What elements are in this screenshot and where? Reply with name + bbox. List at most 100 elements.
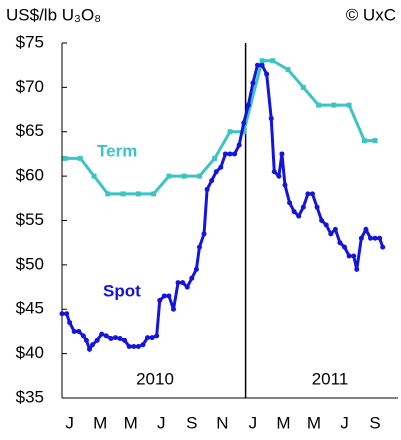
point — [184, 284, 190, 290]
point — [316, 102, 322, 108]
point — [117, 336, 123, 342]
point — [149, 335, 155, 341]
point — [59, 311, 65, 317]
point — [291, 209, 297, 215]
point — [282, 182, 288, 188]
point — [361, 138, 367, 144]
point — [170, 306, 176, 312]
point — [218, 164, 224, 170]
point — [331, 102, 337, 108]
point — [380, 244, 386, 250]
x-tick-label: M — [124, 413, 138, 432]
point — [309, 191, 315, 197]
source: © UxC — [346, 5, 396, 24]
point — [276, 173, 282, 179]
point — [77, 155, 83, 161]
point — [285, 67, 291, 73]
point — [161, 293, 167, 299]
x-tick-label: J — [340, 413, 349, 432]
point — [342, 244, 348, 250]
point — [166, 293, 172, 299]
point — [196, 244, 202, 250]
series-line — [65, 59, 376, 196]
point — [189, 275, 195, 281]
x-tick-label: N — [216, 413, 228, 432]
point — [346, 253, 352, 259]
point — [120, 191, 126, 197]
point — [196, 173, 202, 179]
point — [323, 222, 329, 228]
point — [241, 129, 247, 135]
point — [122, 337, 128, 343]
x-tick-label: S — [186, 413, 197, 432]
series-label: Term — [97, 141, 137, 160]
point — [363, 226, 369, 232]
point — [94, 337, 100, 343]
x-tick-label: M — [307, 413, 321, 432]
point — [151, 191, 157, 197]
y-tick-label: $50 — [16, 254, 44, 273]
point — [67, 320, 73, 326]
point — [314, 204, 320, 210]
point — [328, 231, 334, 237]
point — [105, 191, 111, 197]
year-label: 2011 — [312, 369, 349, 388]
point — [86, 346, 92, 352]
point — [346, 102, 352, 108]
point — [135, 344, 141, 350]
y-tick-label: $70 — [16, 77, 44, 96]
point — [91, 173, 97, 179]
point — [332, 226, 338, 232]
point — [76, 328, 82, 334]
point — [319, 218, 325, 223]
point — [83, 337, 89, 343]
point — [103, 333, 109, 339]
point — [201, 231, 207, 237]
point — [131, 344, 137, 350]
point — [337, 240, 343, 246]
point — [64, 311, 70, 317]
x-tick-label: J — [65, 413, 74, 432]
y-tick-label: $55 — [16, 210, 44, 229]
point — [227, 151, 233, 157]
point — [354, 266, 360, 272]
point — [279, 151, 285, 157]
point — [181, 173, 187, 179]
series-line — [62, 63, 385, 353]
point — [250, 80, 256, 86]
point — [62, 155, 68, 161]
point — [358, 235, 364, 241]
year-label: 2010 — [136, 369, 174, 388]
point — [259, 58, 265, 64]
point — [372, 235, 378, 241]
point — [193, 266, 199, 272]
y-axis-unit: US$/lb U₃O₈ — [6, 5, 101, 24]
point — [209, 178, 215, 184]
point — [126, 344, 132, 350]
series-label: Spot — [103, 281, 141, 300]
point — [305, 191, 311, 197]
point — [204, 186, 210, 192]
point — [296, 213, 302, 219]
point — [222, 151, 228, 157]
point — [112, 335, 118, 341]
x-tick-label: M — [93, 413, 107, 432]
point — [154, 333, 160, 339]
point — [227, 129, 233, 135]
point — [175, 280, 181, 286]
x-tick-label: J — [157, 413, 166, 432]
point — [351, 253, 357, 259]
point — [157, 297, 163, 303]
point — [213, 169, 219, 175]
point — [90, 342, 96, 348]
point — [368, 235, 374, 241]
point — [270, 58, 276, 64]
point — [212, 155, 218, 161]
point — [236, 142, 242, 148]
point — [232, 151, 238, 157]
point — [140, 342, 146, 348]
point — [372, 138, 378, 144]
x-tick-label: J — [249, 413, 258, 432]
point — [241, 120, 247, 126]
